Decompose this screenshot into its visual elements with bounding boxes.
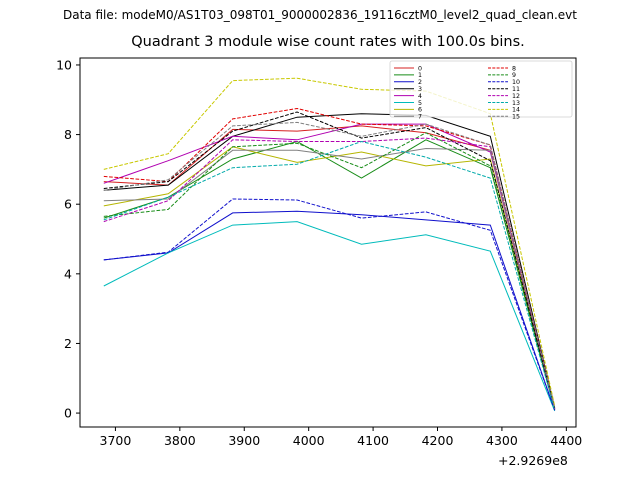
y-tick-label: 0 [64,406,72,421]
series-line-7 [103,147,556,410]
series-line-6 [103,146,556,410]
legend-label-14: 14 [512,107,520,114]
y-tick-label: 8 [64,127,72,142]
legend-label-6: 6 [418,107,422,114]
plot-frame [79,57,577,428]
x-tick-label: 4200 [422,433,454,448]
series-line-10 [103,198,556,411]
series-line-1 [103,139,556,410]
x-tick-label: 3800 [164,433,196,448]
legend-label-4: 4 [418,93,422,100]
x-tick-label: 3900 [228,433,260,448]
series-line-8 [103,107,556,409]
series-layer [103,77,556,412]
chart-title: Quadrant 3 module wise count rates with … [131,34,525,50]
series-line-12 [103,137,556,410]
series-line-0 [103,125,556,410]
y-tick-label: 4 [64,266,72,281]
series-line-15 [103,121,556,409]
x-axis-offset-label: +2.9269e8 [498,453,568,468]
x-tick-label: 4000 [293,433,325,448]
legend-label-7: 7 [418,114,422,121]
y-tick-label: 10 [56,57,72,72]
legend-label-8: 8 [512,65,516,72]
legend-label-15: 15 [512,114,520,121]
y-tick-label: 2 [64,336,72,351]
x-tick-label: 3700 [100,433,132,448]
y-axis: 0 2 4 6 8 10 [56,57,80,421]
x-tick-label: 4400 [550,433,582,448]
legend-label-11: 11 [512,86,520,93]
x-tick-label: 4100 [357,433,389,448]
series-line-9 [103,132,556,410]
series-line-2 [103,210,556,411]
series-line-3 [103,113,556,409]
legend-label-3: 3 [418,86,422,93]
legend-label-12: 12 [512,93,520,100]
x-tick-label: 4300 [486,433,518,448]
series-line-13 [103,140,556,411]
legend-label-10: 10 [512,79,520,86]
series-line-14 [103,77,556,407]
legend-label-2: 2 [418,79,422,86]
legend-box [389,60,573,118]
series-line-5 [103,221,556,412]
y-tick-label: 6 [64,197,72,212]
series-line-4 [103,123,556,410]
legend-label-9: 9 [512,72,516,79]
x-axis: 3700 3800 3900 4000 4100 4200 4300 4400 [100,427,582,448]
series-line-11 [103,111,556,409]
legend-label-0: 0 [418,65,422,72]
legend-label-5: 5 [418,100,422,107]
legend-label-13: 13 [512,100,520,107]
figure-suptitle: Data file: modeM0/AS1T03_098T01_90000028… [63,8,577,22]
legend-label-1: 1 [418,72,422,79]
